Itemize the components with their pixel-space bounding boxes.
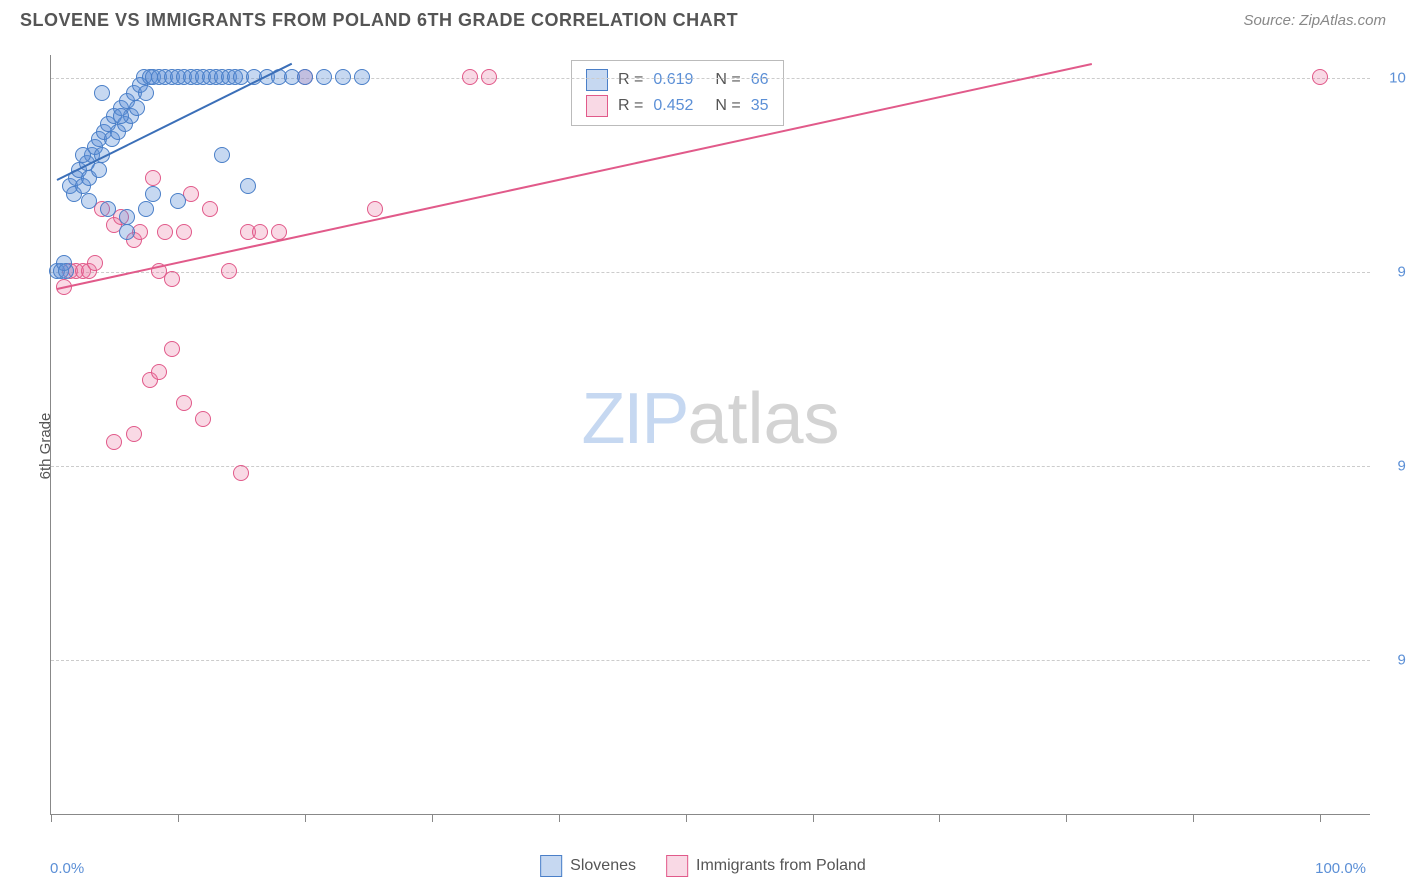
y-tick-label: 97.5% (1380, 264, 1406, 281)
scatter-point (119, 209, 135, 225)
legend-item-2: Immigrants from Poland (666, 855, 866, 877)
watermark-zip: ZIP (581, 379, 687, 459)
scatter-point (87, 255, 103, 271)
watermark-atlas: atlas (687, 379, 839, 459)
legend-label-2: Immigrants from Poland (696, 857, 866, 875)
scatter-point (297, 69, 313, 85)
scatter-point (106, 434, 122, 450)
scatter-point (58, 263, 74, 279)
n-value-1: 66 (751, 71, 769, 89)
scatter-point (119, 224, 135, 240)
legend-swatch-bottom-2 (666, 855, 688, 877)
stats-row-2: R = 0.452 N = 35 (586, 93, 769, 119)
legend-swatch-bottom-1 (540, 855, 562, 877)
r-label-2: R = (618, 97, 643, 115)
legend-label-1: Slovenes (570, 857, 636, 875)
n-value-2: 35 (751, 97, 769, 115)
scatter-point (195, 411, 211, 427)
y-tick-label: 95.0% (1380, 458, 1406, 475)
chart-source: Source: ZipAtlas.com (1243, 12, 1386, 29)
n-label-1: N = (715, 71, 740, 89)
scatter-point (170, 193, 186, 209)
x-tick (1320, 814, 1321, 822)
n-label-2: N = (715, 97, 740, 115)
scatter-point (138, 201, 154, 217)
chart-title: SLOVENE VS IMMIGRANTS FROM POLAND 6TH GR… (20, 10, 738, 31)
stats-row-1: R = 0.619 N = 66 (586, 67, 769, 93)
gridline (51, 272, 1370, 273)
x-tick (1066, 814, 1067, 822)
scatter-point (221, 263, 237, 279)
gridline (51, 466, 1370, 467)
scatter-point (157, 224, 173, 240)
scatter-point (138, 85, 154, 101)
scatter-point (145, 170, 161, 186)
scatter-point (462, 69, 478, 85)
scatter-point (214, 147, 230, 163)
r-value-2: 0.452 (653, 97, 693, 115)
scatter-point (233, 465, 249, 481)
r-value-1: 0.619 (653, 71, 693, 89)
legend-swatch-1 (586, 69, 608, 91)
scatter-point (81, 193, 97, 209)
x-tick (51, 814, 52, 822)
r-label-1: R = (618, 71, 643, 89)
x-tick (813, 814, 814, 822)
x-tick (1193, 814, 1194, 822)
scatter-point (1312, 69, 1328, 85)
x-tick (939, 814, 940, 822)
scatter-point (164, 271, 180, 287)
scatter-point (316, 69, 332, 85)
scatter-point (91, 162, 107, 178)
x-tick (432, 814, 433, 822)
scatter-point (202, 201, 218, 217)
scatter-point (145, 186, 161, 202)
scatter-point (335, 69, 351, 85)
x-axis-min-label: 0.0% (50, 860, 84, 877)
x-tick (686, 814, 687, 822)
scatter-point (354, 69, 370, 85)
watermark: ZIPatlas (581, 378, 839, 460)
scatter-point (164, 341, 180, 357)
stats-legend: R = 0.619 N = 66 R = 0.452 N = 35 (571, 60, 784, 126)
chart-header: SLOVENE VS IMMIGRANTS FROM POLAND 6TH GR… (0, 0, 1406, 36)
scatter-point (75, 147, 91, 163)
x-axis-max-label: 100.0% (1315, 860, 1366, 877)
scatter-point (367, 201, 383, 217)
gridline (51, 660, 1370, 661)
x-tick (559, 814, 560, 822)
scatter-point (129, 100, 145, 116)
scatter-point (100, 201, 116, 217)
scatter-point (151, 364, 167, 380)
legend-item-1: Slovenes (540, 855, 636, 877)
scatter-point (240, 178, 256, 194)
scatter-point (126, 426, 142, 442)
scatter-point (252, 224, 268, 240)
scatter-point (94, 85, 110, 101)
series-legend: Slovenes Immigrants from Poland (540, 855, 866, 877)
x-tick (305, 814, 306, 822)
scatter-point (113, 108, 129, 124)
y-tick-label: 100.0% (1380, 70, 1406, 87)
y-tick-label: 92.5% (1380, 651, 1406, 668)
scatter-point (176, 395, 192, 411)
chart-plot-area: ZIPatlas R = 0.619 N = 66 R = 0.452 N = … (50, 55, 1370, 815)
scatter-point (481, 69, 497, 85)
x-tick (178, 814, 179, 822)
scatter-point (176, 224, 192, 240)
legend-swatch-2 (586, 95, 608, 117)
